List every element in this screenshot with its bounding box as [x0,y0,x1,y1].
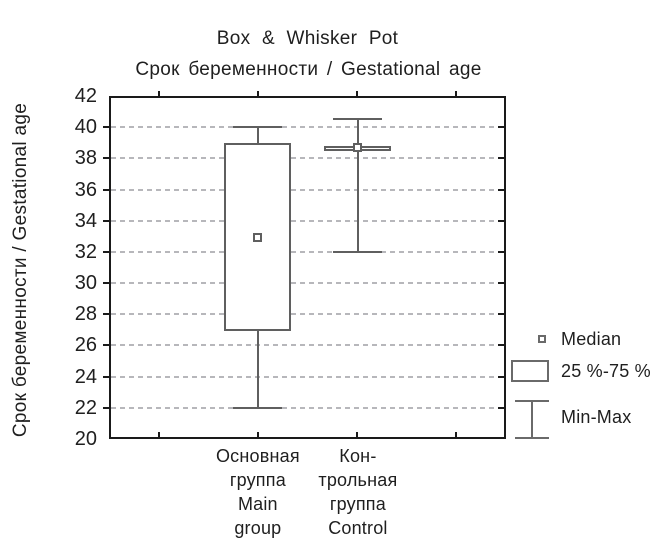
y-axis-tick-right [498,188,504,191]
x-category-label-line: Main [237,494,278,514]
gridline [111,157,504,160]
legend-label-25-75: 25 %-75 % [561,361,651,381]
y-axis-tick-right [498,282,504,285]
y-axis-tick-left [103,250,109,253]
x-axis-tick-bottom [455,432,458,437]
x-axis-tick-top [256,91,259,96]
whisker-cap-min [233,406,283,409]
gridline [111,126,504,129]
y-axis-tick-left [103,375,109,378]
legend-label-min-max: Min-Max [561,407,632,427]
y-axis-tick-label: 22 [74,396,97,419]
median-marker [253,233,263,243]
chart-title: Box & Whisker Pot [216,28,399,49]
whisker-cap-min [333,250,383,253]
y-axis-tick-label: 26 [74,334,97,357]
y-axis-tick-left [103,282,109,285]
x-axis-tick-bottom [157,432,160,437]
gridline [111,344,504,347]
y-axis-tick-label: 34 [74,209,97,232]
y-axis-tick-label: 36 [74,178,97,201]
y-axis-tick-label: 28 [74,303,97,326]
y-axis-tick-left [103,406,109,409]
y-axis-tick-label: 24 [74,365,97,388]
x-axis-tick-bottom [356,432,359,437]
x-category-label-line: трольная [318,470,398,490]
whisker-stem-icon [531,402,533,437]
min-max-whisker-icon [515,400,549,439]
y-axis-tick-right [498,406,504,409]
x-category-label-line: group [234,518,282,538]
y-axis-tick-left [103,126,109,129]
gridline [111,313,504,316]
legend-label-median: Median [561,329,622,349]
plot-area [109,96,506,439]
y-axis-tick-label: 40 [74,116,97,139]
gridline [111,188,504,191]
whisker-stem [356,119,359,252]
gridline [111,406,504,409]
legend: Median 25 %-75 % Min-Max [505,325,670,447]
x-category-label-line: Кон- [339,446,377,466]
x-category-label: Кон-трольная группа Control [293,444,423,540]
x-category-label: Основная группа Main group [193,444,323,540]
x-category-label-line: Control [328,518,388,538]
x-category-label-line: группа [229,470,286,490]
x-category-label-line: группа [329,494,386,514]
whisker-cap-max [233,126,283,129]
y-axis-tick-label: 38 [74,147,97,170]
gridline [111,219,504,222]
y-axis-tick-right [498,313,504,316]
x-category-label-line: Основная [215,446,300,466]
gridline [111,282,504,285]
y-axis-tick-label: 32 [74,240,97,263]
x-axis-tick-top [157,91,160,96]
x-axis-tick-bottom [256,432,259,437]
y-axis-tick-right [498,344,504,347]
y-axis-tick-left [103,157,109,160]
y-axis-tick-left [103,219,109,222]
gridline [111,250,504,253]
y-axis-tick-label: 30 [74,272,97,295]
y-axis-tick-left [103,188,109,191]
y-axis-tick-right [498,219,504,222]
whisker-cap-max [333,118,383,121]
median-marker [353,142,363,152]
y-axis-title: Срок беременности / Gestational age [10,102,31,438]
x-axis-tick-top [356,91,359,96]
chart-subtitle: Срок беременности / Gestational age [135,59,482,80]
y-axis-tick-right [498,375,504,378]
y-axis-tick-left [103,344,109,347]
percentile-box-icon [511,360,549,382]
y-axis-tick-right [498,250,504,253]
x-axis-tick-top [455,91,458,96]
median-square-icon [538,335,546,343]
y-axis-tick-right [498,126,504,129]
y-axis-tick-label: 20 [74,428,97,450]
y-axis-tick-left [103,313,109,316]
y-axis-tick-right [498,157,504,160]
gridline [111,375,504,378]
y-axis-tick-label: 42 [74,85,97,107]
